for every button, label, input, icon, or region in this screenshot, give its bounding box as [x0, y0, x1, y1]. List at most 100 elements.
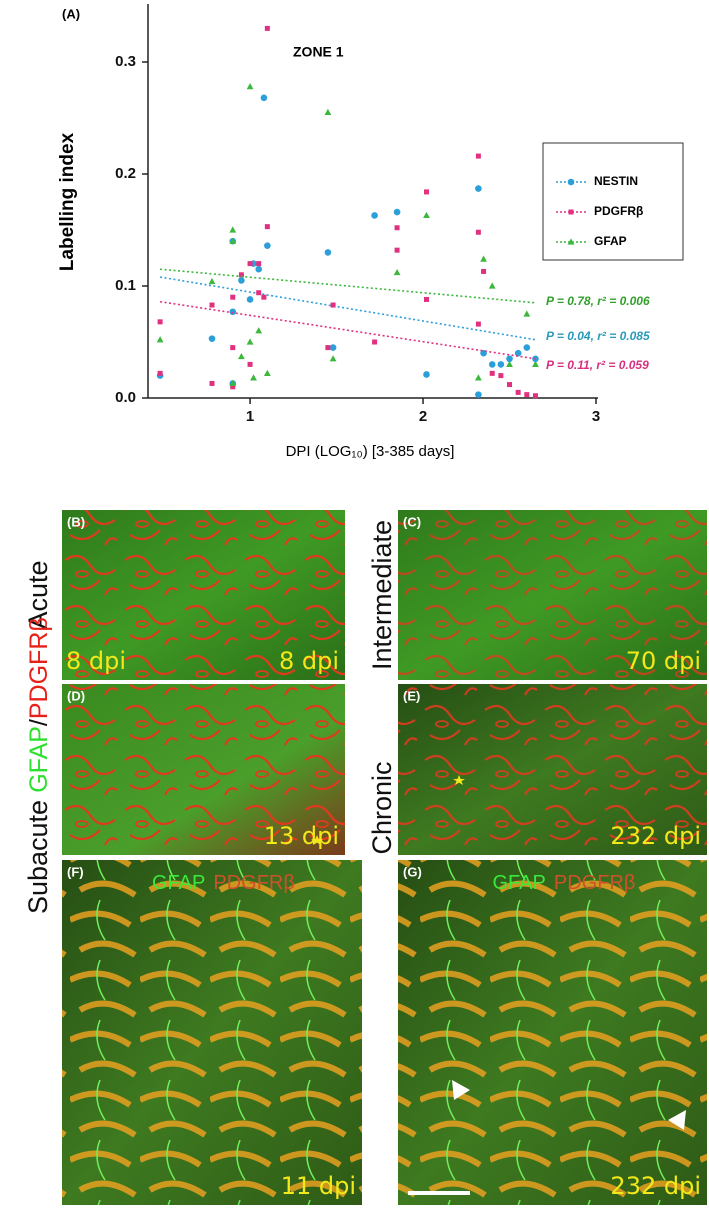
point: [523, 310, 531, 317]
micrograph-d-overlay: [62, 684, 345, 855]
point: [329, 344, 337, 351]
point: [475, 391, 482, 398]
point: [256, 290, 262, 296]
point: [488, 282, 496, 289]
point: [423, 211, 430, 219]
x-tick-label: 2: [419, 408, 427, 425]
point: [256, 261, 262, 267]
dpi-label: 70 dpi: [626, 647, 701, 675]
y-tick-label: 0.0: [115, 389, 136, 406]
row-label: Acute: [23, 560, 53, 629]
panel-label: (C): [403, 514, 421, 529]
panel-label: (E): [403, 688, 420, 703]
point: [475, 185, 482, 192]
point: [394, 225, 400, 231]
point: [515, 389, 521, 395]
point: [325, 345, 331, 351]
point: [209, 302, 215, 308]
point: [229, 226, 237, 233]
point: [238, 272, 244, 278]
point: [524, 392, 530, 398]
point: [230, 345, 236, 351]
point: [247, 261, 253, 267]
stain-label: GFAP PDGFRβ: [493, 872, 636, 894]
point: [489, 370, 495, 376]
point: [246, 296, 254, 303]
micrograph-c-overlay: [398, 510, 707, 680]
legend-label: PDGFRβ: [594, 204, 643, 218]
micrograph-e-overlay: [398, 684, 707, 855]
point: [498, 373, 504, 379]
point: [230, 384, 236, 390]
point: [230, 294, 236, 300]
point: [157, 319, 163, 325]
asterisk: [311, 835, 323, 845]
point: [568, 209, 574, 215]
point: [157, 370, 163, 376]
chart-title: ZONE 1: [293, 44, 344, 60]
y-tick-label: 0.1: [115, 277, 136, 294]
dpi-label: 8 dpi: [279, 647, 339, 675]
stain-legend: GFAP/PDGFRβ: [25, 617, 53, 793]
stain-red: PDGFRβ: [213, 872, 295, 894]
dpi-label: 8 dpi: [66, 647, 126, 675]
point: [264, 242, 271, 249]
annotation: P = 0.11, r² = 0.059: [546, 358, 649, 372]
legend-box: [542, 142, 684, 261]
point: [567, 178, 575, 186]
arrowhead: [668, 1110, 686, 1130]
point: [523, 344, 531, 351]
point: [247, 361, 253, 367]
legend-label: NESTIN: [594, 174, 638, 188]
point: [238, 277, 245, 284]
panel-label: (B): [67, 514, 85, 529]
point: [423, 296, 429, 302]
stain-sep: /: [25, 719, 53, 726]
point: [324, 249, 332, 256]
point: [246, 83, 254, 90]
point: [497, 361, 505, 368]
dpi-label: 13 dpi: [264, 822, 339, 850]
image-panels: [62, 510, 707, 1205]
point: [514, 349, 522, 357]
panel-label: (D): [67, 688, 85, 703]
point: [263, 369, 271, 376]
stain-red: PDGFRβ: [25, 617, 53, 719]
point: [156, 336, 164, 343]
point: [208, 277, 216, 285]
micrograph-f-overlay: [62, 860, 362, 1205]
point: [261, 294, 267, 300]
point: [393, 268, 401, 276]
dpi-label: 232 dpi: [610, 822, 701, 850]
panel-label: (G): [403, 864, 422, 879]
point: [567, 238, 575, 245]
row-label: Subacute: [23, 800, 53, 914]
stain-green: GFAP: [152, 872, 205, 894]
trend-line: [159, 300, 536, 360]
point: [474, 374, 482, 381]
point: [475, 229, 481, 235]
point: [371, 212, 378, 219]
x-tick-label: 3: [592, 408, 600, 425]
trend-line: [159, 276, 536, 341]
asterisk: [453, 775, 465, 785]
y-tick-label: 0.2: [115, 165, 136, 182]
x-tick-label: 1: [246, 408, 254, 425]
point: [423, 189, 429, 195]
micrograph-b-overlay: [62, 510, 345, 680]
point: [488, 361, 496, 368]
point: [475, 153, 481, 159]
arrowhead: [452, 1080, 470, 1100]
point: [229, 237, 237, 244]
panel-label: (F): [67, 864, 84, 879]
point: [324, 108, 332, 115]
annotation: P = 0.78, r² = 0.006: [546, 294, 650, 308]
micrograph-g-overlay: [398, 860, 707, 1205]
point: [480, 255, 487, 262]
row-label: Chronic: [367, 761, 397, 854]
panel-label: (A): [62, 6, 80, 21]
stain-green: GFAP: [493, 872, 546, 894]
stain-red: PDGFRβ: [554, 872, 636, 894]
annotation: P = 0.04, r² = 0.085: [546, 329, 650, 343]
point: [255, 265, 263, 273]
